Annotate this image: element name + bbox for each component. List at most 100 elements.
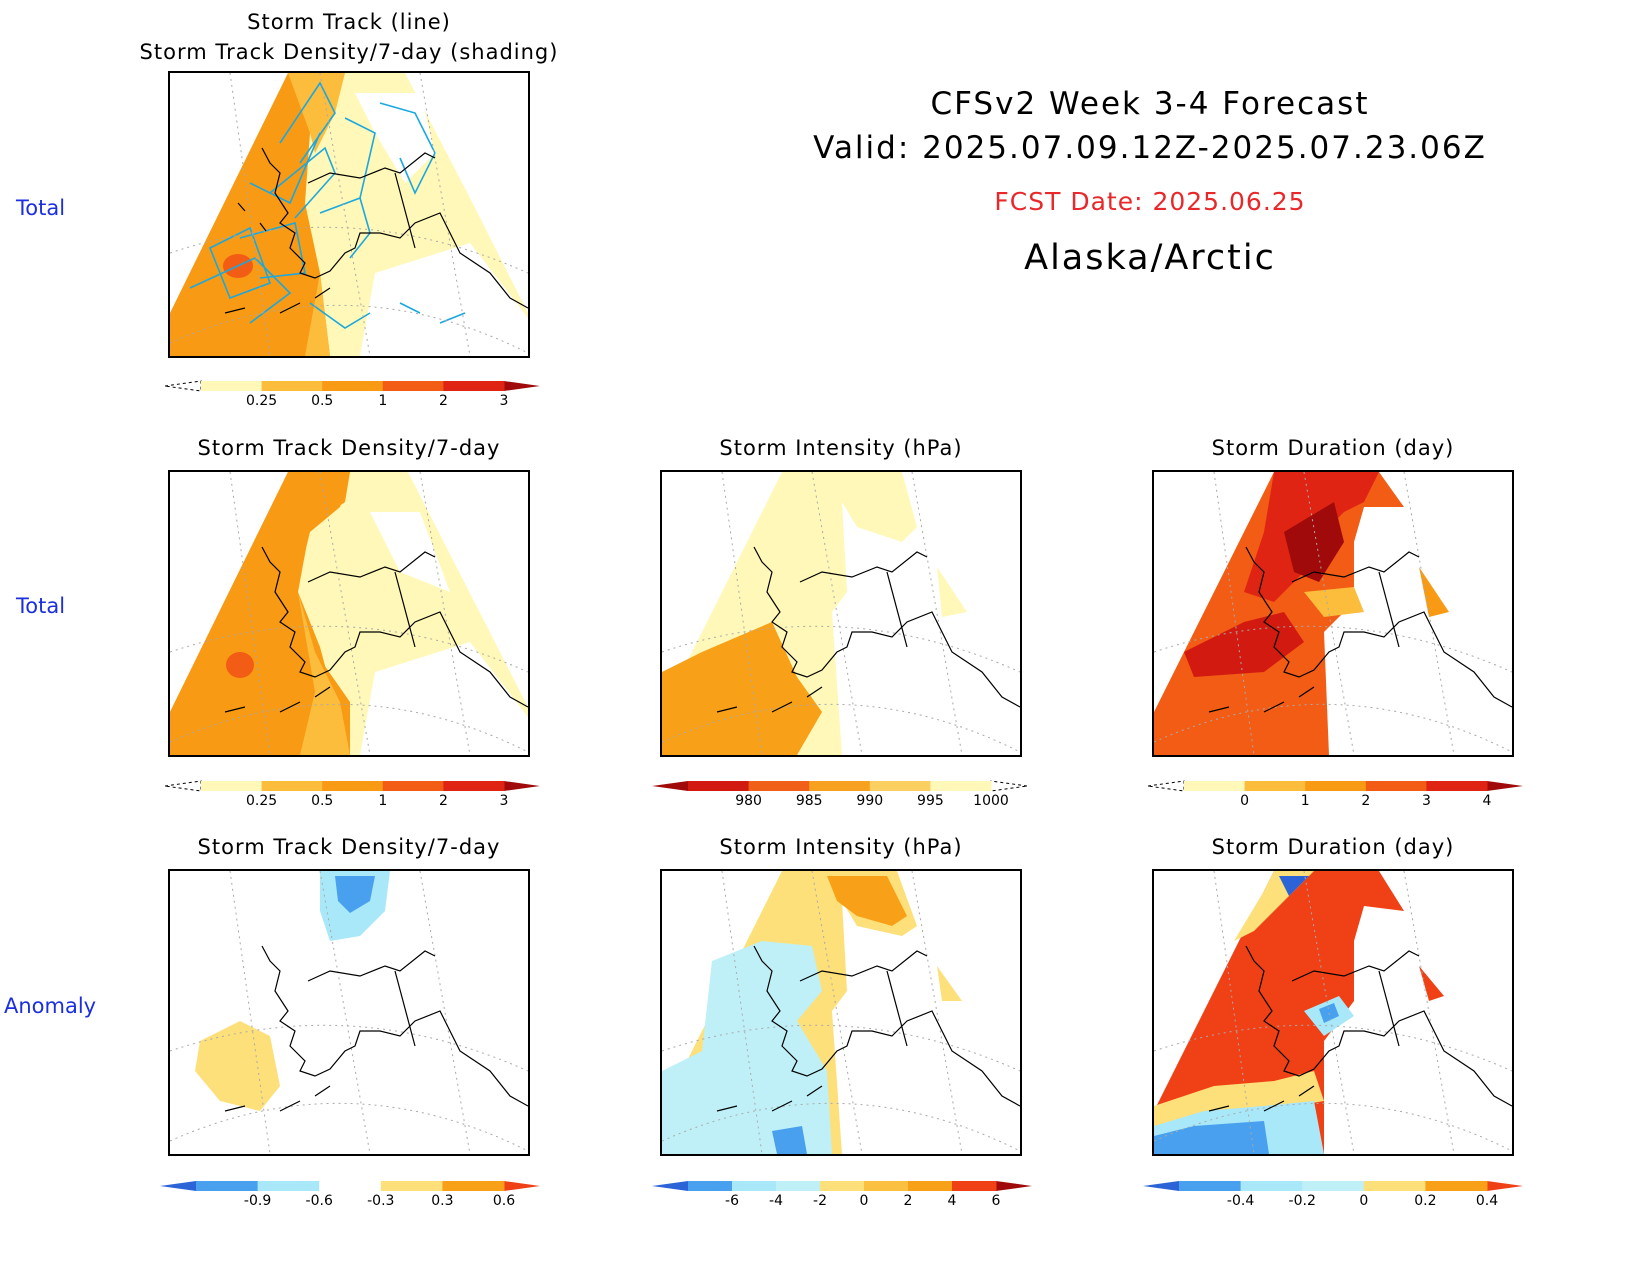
colorbar-left-arrow [160,1181,196,1191]
colorbar-segment [443,381,505,391]
colorbar-tick-label: 2 [904,1193,913,1208]
colorbar-segment [322,781,384,791]
density-anomaly-map [168,869,530,1156]
colorbar-duration-total: 012345 [1147,778,1552,809]
colorbar-segment [930,781,992,791]
colorbar-tick-label: -0.4 [1227,1193,1254,1208]
colorbar-tick-label: -0.2 [1289,1193,1316,1208]
colorbar-tick-label: 4 [948,1193,957,1208]
colorbar-segment [1305,781,1367,791]
colorbar-segment [952,1181,997,1191]
colorbar-tick-label: 4 [1483,793,1492,808]
row-label-total-1: Total [16,196,66,220]
row-label-anomaly: Anomaly [4,994,97,1018]
colorbar-density-total: 0.250.51234 [164,778,569,809]
intensity-anomaly-title: Storm Intensity (hPa) [719,835,963,859]
colorbar-tick-label: -6 [725,1193,739,1208]
colorbar-tick-label: 1 [378,393,387,408]
colorbar-tick-label: 0 [860,1193,869,1208]
colorbar-tick-label: 0.5 [311,793,333,808]
colorbar-tick-label: 990 [856,793,883,808]
colorbar-tick-label: 3 [1422,793,1431,808]
colorbar-left-arrow [164,780,202,792]
colorbar-segment [257,1181,320,1191]
colorbar-segment [1184,781,1246,791]
colorbar-segment [820,1181,865,1191]
colorbar-segment [261,781,323,791]
colorbar-segment [1363,1181,1426,1191]
forecast-title: CFSv2 Week 3-4 Forecast [930,86,1370,122]
colorbar-segment [380,1181,443,1191]
intensity-total-map [660,470,1022,757]
duration-total-map [1152,470,1514,757]
colorbar-tick-label: -0.3 [367,1193,394,1208]
fcst-date: FCST Date: 2025.06.25 [994,187,1306,216]
colorbar-tick-label: 0.2 [1414,1193,1436,1208]
colorbar-segment [1179,1181,1242,1191]
colorbar-segment [201,381,263,391]
colorbar-segment [442,1181,505,1191]
colorbar-segment [869,781,931,791]
row-label-total-2: Total [16,594,66,618]
colorbar-segment [1365,781,1427,791]
colorbar-segment [908,1181,953,1191]
colorbar-segment [776,1181,821,1191]
colorbar-segment [322,381,384,391]
colorbar-right-arrow [996,1181,1032,1191]
colorbar-left-arrow [652,1181,688,1191]
top-panel-title-line: Storm Track (line) [247,10,451,34]
colorbar-tick-label: 2 [439,393,448,408]
colorbar-right-arrow [504,781,540,791]
density-anomaly-title: Storm Track Density/7-day [197,835,501,859]
colorbar-tick-label: 995 [917,793,944,808]
colorbar-segment [261,381,323,391]
colorbar-tick-label: 0.5 [311,393,333,408]
colorbar-left-arrow [1143,1181,1179,1191]
colorbar-segment [201,781,263,791]
density-total-title: Storm Track Density/7-day [197,436,501,460]
colorbar-segment [1302,1181,1365,1191]
colorbar-tick-label: 0 [1359,1193,1368,1208]
colorbar-duration-anomaly: -0.4 -0.2 0 0.2 0.4 [1143,1178,1523,1209]
colorbar-tick-label: 0 [1240,793,1249,808]
colorbar-tick-label: 2 [1361,793,1370,808]
colorbar-segment [319,1181,382,1191]
colorbar-tick-label: 1000 [973,793,1009,808]
colorbar-tick-label: -0.9 [244,1193,271,1208]
colorbar-segment [1426,781,1488,791]
colorbar-tick-label: 1 [1301,793,1310,808]
colorbar-tick-label: 980 [735,793,762,808]
colorbar-tick-label: -2 [813,1193,827,1208]
colorbar-segment [1244,781,1306,791]
colorbar-left-arrow [1147,780,1185,792]
intensity-anomaly-map [660,869,1022,1156]
colorbar-tick-label: -0.6 [306,1193,333,1208]
colorbar-segment [809,781,871,791]
colorbar-tick-label: 0.3 [431,1193,453,1208]
colorbar-segment [732,1181,777,1191]
colorbar-density-top: 0.250.51234 [164,378,569,409]
colorbar-density-anomaly: -0.9-0.6-0.30.30.60.9 [160,1178,577,1209]
colorbar-right-arrow [990,780,1028,792]
colorbar-tick-label: -4 [769,1193,783,1208]
colorbar-segment [748,781,810,791]
colorbar-right-arrow [504,1181,540,1191]
colorbar-tick-label: 3 [500,393,509,408]
duration-total-title: Storm Duration (day) [1211,436,1455,460]
colorbar-right-arrow [504,381,540,391]
colorbar-tick-label: 2 [439,793,448,808]
storm-track-map [168,71,530,358]
colorbar-segment [688,781,750,791]
colorbar-tick-label: 0.25 [246,393,277,408]
colorbar-tick-label: 1 [378,793,387,808]
colorbar-intensity-anomaly: -6 -4 -2 0 2 4 6 [652,1178,1032,1209]
colorbar-tick-label: 0.6 [493,1193,515,1208]
colorbar-segment [382,381,444,391]
colorbar-segment [1425,1181,1488,1191]
colorbar-segment [864,1181,909,1191]
colorbar-tick-label: 985 [796,793,823,808]
intensity-total-title: Storm Intensity (hPa) [719,436,963,460]
region-name: Alaska/Arctic [1024,238,1276,278]
top-panel-title-shading: Storm Track Density/7-day (shading) [139,40,559,64]
duration-anomaly-title: Storm Duration (day) [1211,835,1455,859]
